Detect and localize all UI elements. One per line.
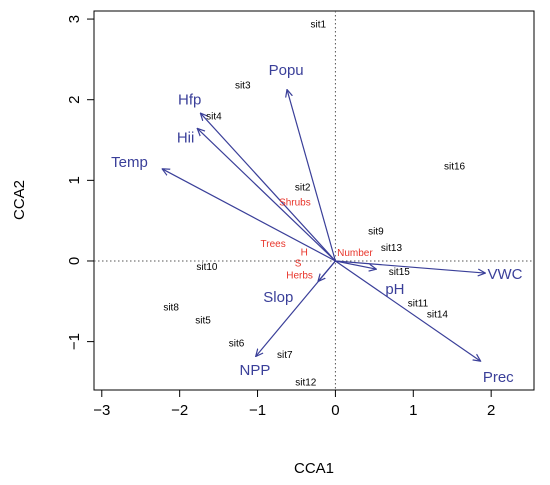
arrow-hii	[198, 129, 336, 262]
arrow-popu	[287, 90, 336, 262]
y-tick-label: −1	[66, 333, 83, 350]
y-tick-label: 1	[66, 176, 83, 184]
arrow-temp	[163, 169, 336, 262]
env-label-slop: Slop	[263, 289, 293, 306]
x-tick-label: 2	[487, 402, 495, 419]
y-tick-label: 0	[66, 257, 83, 265]
species-label-number: Number	[337, 248, 373, 259]
env-label-prec: Prec	[483, 369, 514, 386]
species-label-h: H	[301, 247, 308, 258]
species-label-s: S	[295, 259, 302, 270]
species-labels: Shrubs Trees HS Number Herbs	[261, 197, 374, 281]
x-tick-label: 0	[331, 402, 339, 419]
env-label-hfp: Hfp	[178, 91, 201, 108]
arrow-ph	[335, 260, 375, 269]
x-tick-label: −1	[249, 402, 266, 419]
site-label-sit5: sit5	[195, 315, 211, 326]
env-label-ph: pH	[385, 281, 404, 298]
env-label-temp: Temp	[111, 154, 148, 171]
env-label-popu: Popu	[269, 62, 304, 79]
y-tick-label: 3	[66, 15, 83, 23]
site-label-sit4: sit4	[206, 111, 222, 122]
x-axis-title: CCA1	[294, 460, 334, 477]
site-label-sit2: sit2	[295, 182, 311, 193]
arrow-prec	[335, 260, 480, 361]
species-label-herbs: Herbs	[286, 271, 313, 282]
species-label-trees: Trees	[261, 239, 286, 250]
reference-lines	[94, 11, 534, 390]
site-labels: sit1 sit2 sit3 sit4 sit5 sit6 sit7 sit8 sit9 sit1…	[163, 19, 465, 388]
site-label-sit11: sit11	[408, 298, 429, 309]
y-axis: −1 0 1 2 3	[66, 15, 94, 350]
environment-vectors: Popu Hfp Hii Temp Slop NPP pH VWC Prec	[111, 62, 522, 386]
x-tick-label: 1	[409, 402, 417, 419]
y-axis-title: CCA2	[11, 180, 28, 220]
site-label-sit14: sit14	[427, 310, 449, 321]
site-label-sit3: sit3	[235, 81, 251, 92]
site-label-sit10: sit10	[196, 262, 218, 273]
site-label-sit15: sit15	[389, 267, 411, 278]
site-label-sit9: sit9	[368, 227, 384, 238]
site-label-sit12: sit12	[295, 377, 317, 388]
site-label-sit16: sit16	[444, 161, 466, 172]
site-label-sit6: sit6	[229, 339, 245, 350]
site-label-sit13: sit13	[381, 243, 403, 254]
x-tick-label: −3	[93, 402, 110, 419]
x-axis: −3 −2 −1 0 1 2	[93, 390, 495, 419]
species-label-shrubs: Shrubs	[279, 197, 311, 208]
env-label-vwc: VWC	[487, 266, 522, 283]
arrow-npp	[256, 260, 336, 356]
env-label-hii: Hii	[177, 130, 195, 147]
x-tick-label: −2	[171, 402, 188, 419]
site-label-sit8: sit8	[163, 302, 179, 313]
plot-frame	[93, 10, 535, 391]
y-tick-label: 2	[66, 96, 83, 104]
env-label-npp: NPP	[240, 362, 271, 379]
site-label-sit7: sit7	[277, 350, 293, 361]
arrow-vwc	[335, 260, 485, 273]
arrow-hfp	[201, 113, 336, 262]
site-label-sit1: sit1	[311, 19, 327, 30]
